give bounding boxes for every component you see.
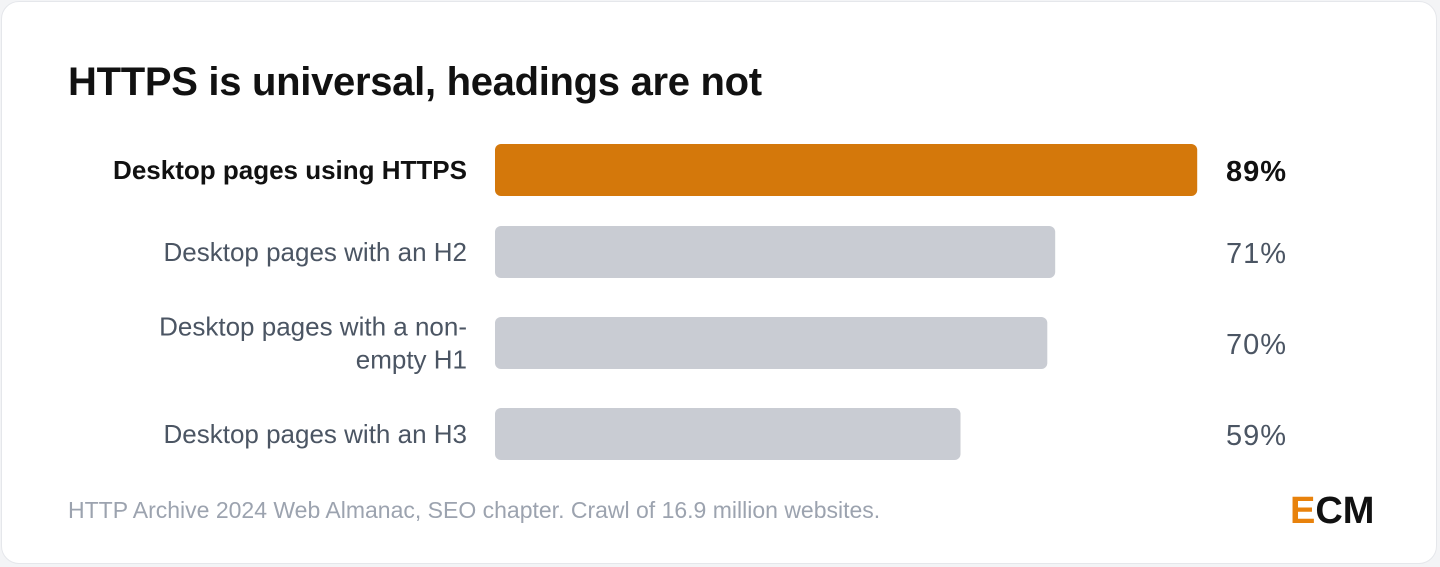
value-label: 59%	[1226, 420, 1287, 452]
bar	[495, 226, 1056, 278]
value-label: 71%	[1226, 238, 1287, 270]
bar	[495, 144, 1198, 196]
chart-title: HTTPS is universal, headings are not	[68, 60, 762, 104]
logo-letter-e: E	[1290, 490, 1316, 532]
source-footnote: HTTP Archive 2024 Web Almanac, SEO chapt…	[68, 497, 881, 523]
value-label: 89%	[1226, 156, 1287, 188]
category-label: Desktop pages using HTTPS	[113, 155, 467, 185]
category-label: Desktop pages with an H3	[163, 419, 467, 449]
logo-letters-cm: CM	[1315, 490, 1375, 532]
bar	[495, 317, 1048, 369]
value-label: 70%	[1226, 329, 1287, 361]
category-label: Desktop pages with an H2	[163, 237, 467, 267]
bar	[495, 408, 961, 460]
category-label: Desktop pages with a non-empty H1	[159, 312, 467, 375]
ecm-logo: ECM	[1290, 490, 1374, 533]
